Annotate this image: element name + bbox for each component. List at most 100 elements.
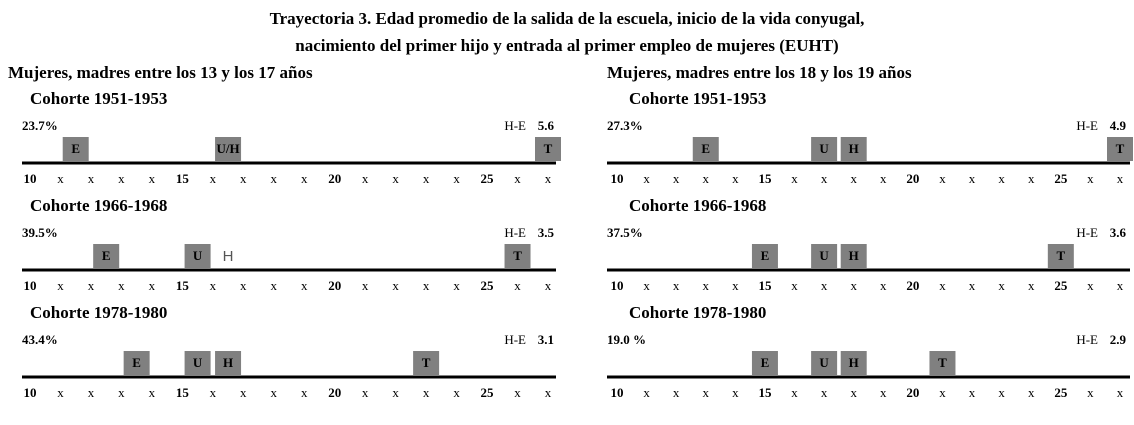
- event-label: T: [544, 141, 553, 156]
- axis-label: x: [998, 385, 1005, 400]
- axis-label: x: [821, 171, 828, 186]
- percent: 19.0 %: [607, 332, 646, 347]
- axis-label: 25: [481, 278, 495, 293]
- he-label: H-E: [1076, 225, 1098, 240]
- panel-title: Mujeres, madres entre los 18 y los 19 añ…: [607, 63, 912, 82]
- axis-label: 10: [611, 278, 624, 293]
- axis-label: 20: [906, 278, 919, 293]
- event-box: [535, 137, 561, 161]
- event-label: E: [132, 355, 141, 370]
- axis-label: x: [1117, 278, 1124, 293]
- axis-label: x: [703, 385, 710, 400]
- axis-label: 10: [24, 278, 37, 293]
- percent: 27.3%: [607, 118, 643, 133]
- axis-label: x: [423, 385, 430, 400]
- axis-label: 20: [328, 278, 341, 293]
- event-label: E: [71, 141, 80, 156]
- axis-label: x: [791, 385, 798, 400]
- he-label: H-E: [1076, 118, 1098, 133]
- axis-label: x: [149, 385, 156, 400]
- axis-label: x: [514, 278, 521, 293]
- axis-label: 20: [906, 171, 919, 186]
- event-label: T: [422, 355, 431, 370]
- axis-label: x: [392, 385, 399, 400]
- axis-label: x: [392, 278, 399, 293]
- axis-label: x: [149, 278, 156, 293]
- axis-label: x: [301, 171, 308, 186]
- percent: 37.5%: [607, 225, 643, 240]
- cohort-title: Cohorte 1966-1968: [30, 196, 167, 215]
- axis-label: x: [149, 171, 156, 186]
- axis-label: 25: [1054, 171, 1068, 186]
- axis-label: x: [998, 278, 1005, 293]
- axis-label: x: [210, 171, 217, 186]
- he-value: 4.9: [1110, 118, 1127, 133]
- axis-label: x: [1028, 171, 1035, 186]
- axis-label: x: [703, 278, 710, 293]
- axis-label: x: [210, 385, 217, 400]
- axis-label: x: [939, 385, 946, 400]
- axis-label: x: [850, 278, 857, 293]
- axis-label: x: [673, 385, 680, 400]
- axis-label: 25: [1054, 385, 1068, 400]
- he-label: H-E: [504, 118, 526, 133]
- axis-label: x: [88, 278, 95, 293]
- event-label: H: [849, 141, 859, 156]
- axis-label: x: [392, 171, 399, 186]
- event-label: U: [193, 248, 203, 263]
- cohort-title: Cohorte 1978-1980: [629, 303, 766, 322]
- event-label: E: [102, 248, 111, 263]
- he-value: 5.6: [538, 118, 555, 133]
- event-box: [751, 244, 778, 268]
- he-label: H-E: [504, 225, 526, 240]
- event-box: [811, 137, 838, 161]
- event-label: H: [849, 355, 859, 370]
- axis-label: 25: [1054, 278, 1068, 293]
- axis-label: x: [673, 278, 680, 293]
- event-label: T: [513, 248, 522, 263]
- cohort-title: Cohorte 1951-1953: [629, 89, 766, 108]
- event-box: [751, 351, 778, 375]
- axis-label: x: [850, 171, 857, 186]
- axis-label: x: [939, 278, 946, 293]
- axis-label: x: [514, 171, 521, 186]
- axis-label: 15: [176, 171, 190, 186]
- axis-label: x: [514, 385, 521, 400]
- axis-label: x: [301, 385, 308, 400]
- axis-label: x: [57, 385, 64, 400]
- axis-label: x: [791, 171, 798, 186]
- event-label: U/H: [216, 141, 239, 156]
- axis-label: 10: [611, 171, 624, 186]
- axis-label: x: [271, 278, 278, 293]
- axis-label: 15: [758, 171, 772, 186]
- event-box: [504, 244, 531, 268]
- axis-label: x: [210, 278, 217, 293]
- axis-label: x: [643, 385, 650, 400]
- event-label: E: [761, 248, 770, 263]
- axis-label: x: [880, 171, 887, 186]
- axis-label: x: [88, 171, 95, 186]
- axis-label: x: [1087, 278, 1094, 293]
- axis-label: x: [732, 385, 739, 400]
- event-label: H: [223, 248, 234, 265]
- event-box: [215, 137, 242, 161]
- axis-label: x: [362, 278, 369, 293]
- axis-label: 25: [481, 171, 495, 186]
- percent: 43.4%: [22, 332, 58, 347]
- axis-label: x: [240, 171, 247, 186]
- event-box: [811, 351, 838, 375]
- event-box: [123, 351, 150, 375]
- axis-label: x: [1028, 385, 1035, 400]
- axis-label: x: [423, 171, 430, 186]
- event-box: [1107, 137, 1133, 161]
- he-value: 2.9: [1110, 332, 1127, 347]
- axis-label: x: [545, 278, 552, 293]
- axis-label: x: [673, 171, 680, 186]
- event-box: [840, 244, 867, 268]
- he-value: 3.5: [538, 225, 555, 240]
- axis-label: 20: [906, 385, 919, 400]
- axis-label: x: [453, 278, 460, 293]
- axis-label: 20: [328, 385, 341, 400]
- axis-label: x: [1117, 171, 1124, 186]
